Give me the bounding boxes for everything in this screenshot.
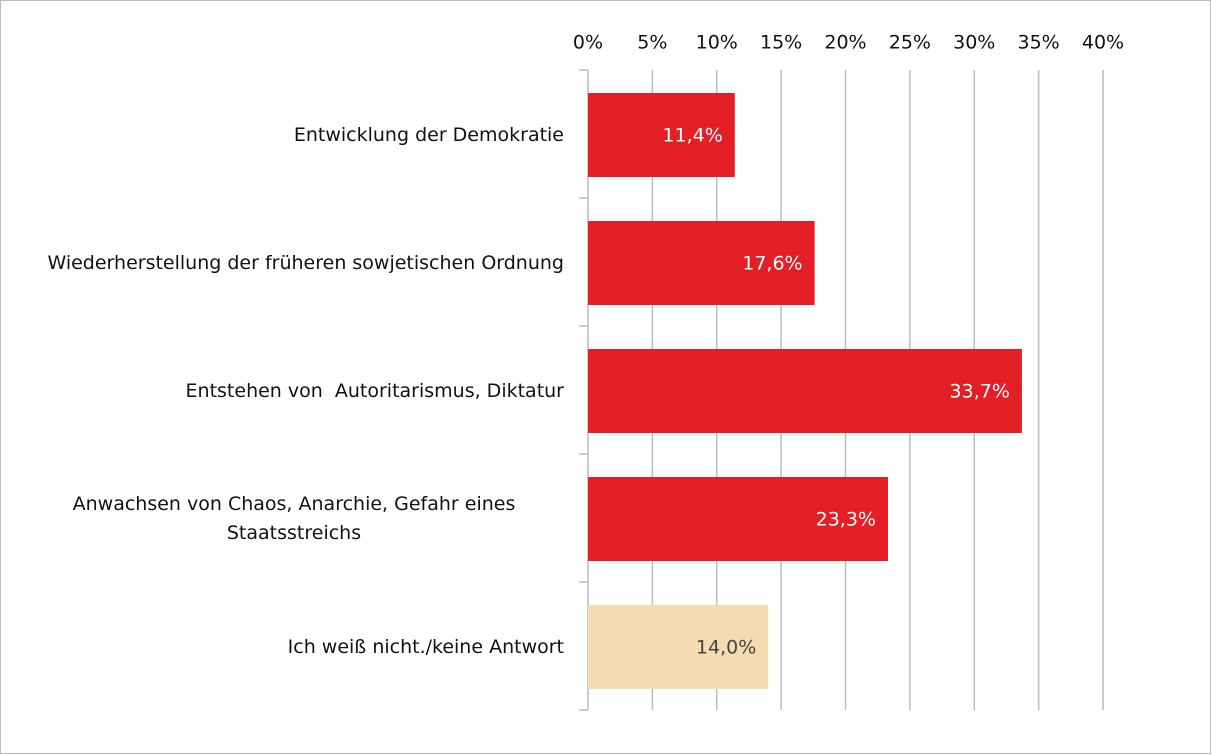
x-tick-label: 30% xyxy=(953,32,995,54)
x-tick-label: 40% xyxy=(1082,32,1124,54)
data-label: 17,6% xyxy=(742,253,802,275)
bar xyxy=(588,349,1022,433)
x-tick-label: 0% xyxy=(573,32,603,54)
category-label-box: Entstehen von Autoritarismus, Diktatur xyxy=(24,327,564,455)
x-tick-label: 35% xyxy=(1018,32,1060,54)
category-label: Anwachsen von Chaos, Anarchie, Gefahr ei… xyxy=(72,493,522,544)
data-label: 23,3% xyxy=(816,509,876,531)
category-label-box: Ich weiß nicht./keine Antwort xyxy=(24,583,564,711)
data-label: 33,7% xyxy=(950,381,1010,403)
data-label: 14,0% xyxy=(696,637,756,659)
x-tick-label: 10% xyxy=(696,32,738,54)
category-label-box: Wiederherstellung der früheren sowjetisc… xyxy=(24,199,564,327)
x-tick-label: 5% xyxy=(637,32,667,54)
x-tick-label: 25% xyxy=(889,32,931,54)
bar xyxy=(588,605,769,689)
category-label-box: Entwicklung der Demokratie xyxy=(24,71,564,199)
category-label-box: Anwachsen von Chaos, Anarchie, Gefahr ei… xyxy=(24,455,564,583)
category-label: Entstehen von Autoritarismus, Diktatur xyxy=(185,379,564,402)
category-label: Entwicklung der Demokratie xyxy=(293,123,564,146)
category-label: Wiederherstellung der früheren sowjetisc… xyxy=(47,251,564,274)
bar xyxy=(588,93,735,177)
bar xyxy=(588,477,888,561)
category-label: Ich weiß nicht./keine Antwort xyxy=(287,635,564,658)
data-label: 11,4% xyxy=(662,125,722,147)
x-tick-label: 20% xyxy=(824,32,866,54)
x-tick-label: 15% xyxy=(760,32,802,54)
bar xyxy=(588,221,815,305)
